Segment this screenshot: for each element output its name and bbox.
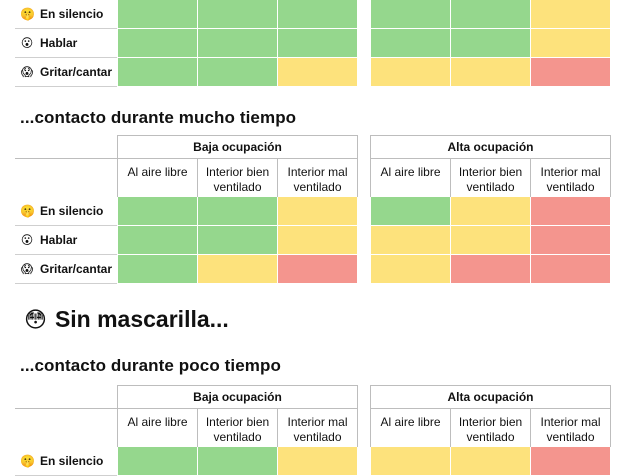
group-header-high-occupancy: Alta ocupación <box>370 135 611 158</box>
row-label: 🤫 En silencio <box>20 204 103 218</box>
risk-cell-green <box>198 0 278 29</box>
row-label: 😱 Gritar/cantar <box>20 262 112 276</box>
group-header-low-occupancy: Baja ocupación <box>117 135 358 158</box>
row-divider <box>15 28 117 29</box>
row-divider <box>15 254 117 255</box>
row-label: 😮 Hablar <box>20 233 78 247</box>
row-label-text: En silencio <box>40 454 104 468</box>
risk-cell-yellow <box>371 58 451 87</box>
risk-cell-green <box>198 197 278 226</box>
risk-cell-green <box>118 197 198 226</box>
col-header-poorly-ventilated: Interior mal ventilado <box>530 158 611 197</box>
col-header-outdoor: Al aire libre <box>117 158 197 197</box>
risk-cell-yellow <box>278 58 358 87</box>
shushing-face-icon: 🤫 <box>20 204 35 218</box>
risk-cell-red <box>531 226 611 255</box>
col-header-well-ventilated: Interior bien ventilado <box>197 408 277 447</box>
risk-cell-yellow <box>371 226 451 255</box>
row-divider <box>15 57 117 58</box>
risk-cell-green <box>118 447 198 476</box>
row-divider <box>15 225 117 226</box>
row-divider <box>15 86 117 87</box>
risk-cell-red <box>531 58 611 87</box>
col-header-poorly-ventilated: Interior mal ventilado <box>530 408 611 447</box>
risk-cell-yellow <box>278 447 358 476</box>
risk-cell-green <box>451 0 531 29</box>
risk-cell-green <box>118 255 198 284</box>
risk-cell-red <box>278 255 358 284</box>
risk-cell-yellow <box>371 447 451 476</box>
risk-cell-yellow <box>198 255 278 284</box>
risk-cell-green <box>371 29 451 58</box>
risk-cell-yellow <box>451 197 531 226</box>
risk-cell-green <box>118 226 198 255</box>
no-mask-title-text: Sin mascarilla... <box>54 306 229 332</box>
group-header-high-occupancy: Alta ocupación <box>370 385 611 408</box>
risk-cell-red <box>531 197 611 226</box>
risk-cell-yellow <box>451 58 531 87</box>
shushing-face-icon: 🤫 <box>20 7 35 21</box>
row-label: 😮 Hablar <box>20 36 78 50</box>
col-header-poorly-ventilated: Interior mal ventilado <box>277 408 358 447</box>
risk-cell-yellow <box>371 255 451 284</box>
risk-cell-yellow <box>451 226 531 255</box>
section-heading-short-contact: ...contacto durante poco tiempo <box>20 356 281 375</box>
shushing-face-icon: 🤫 <box>20 454 35 468</box>
row-divider <box>15 283 117 284</box>
risk-cell-red <box>451 255 531 284</box>
col-header-outdoor: Al aire libre <box>370 408 450 447</box>
no-mask-title: 😳 Sin mascarilla... <box>24 306 229 333</box>
col-header-outdoor: Al aire libre <box>370 158 450 197</box>
row-label-text: Hablar <box>40 233 78 247</box>
row-label-text: En silencio <box>40 204 104 218</box>
row-label-text: En silencio <box>40 7 104 21</box>
row-label: 🤫 En silencio <box>20 454 103 468</box>
risk-cell-green <box>278 29 358 58</box>
row-label-text: Hablar <box>40 36 78 50</box>
risk-cell-green <box>371 197 451 226</box>
group-header-low-occupancy: Baja ocupación <box>117 385 358 408</box>
open-mouth-face-icon: 😮 <box>20 233 34 247</box>
risk-cell-yellow <box>278 197 358 226</box>
risk-cell-green <box>198 58 278 87</box>
col-header-outdoor: Al aire libre <box>117 408 197 447</box>
row-label: 😱 Gritar/cantar <box>20 65 112 79</box>
row-label: 🤫 En silencio <box>20 7 103 21</box>
flushed-face-icon: 😳 <box>24 306 47 332</box>
risk-cell-yellow <box>531 29 611 58</box>
risk-cell-green <box>198 447 278 476</box>
risk-cell-yellow <box>278 226 358 255</box>
section-heading-long-contact: ...contacto durante mucho tiempo <box>20 108 297 127</box>
row-label-text: Gritar/cantar <box>40 262 113 276</box>
risk-cell-yellow <box>451 447 531 476</box>
risk-cell-green <box>451 29 531 58</box>
risk-cell-green <box>118 29 198 58</box>
screaming-face-icon: 😱 <box>20 262 34 276</box>
screaming-face-icon: 😱 <box>20 65 34 79</box>
row-label-text: Gritar/cantar <box>40 65 113 79</box>
col-header-well-ventilated: Interior bien ventilado <box>197 158 277 197</box>
risk-cell-red <box>531 255 611 284</box>
risk-cell-green <box>118 58 198 87</box>
open-mouth-face-icon: 😮 <box>20 36 34 50</box>
col-header-poorly-ventilated: Interior mal ventilado <box>277 158 358 197</box>
risk-cell-red <box>531 447 611 476</box>
risk-cell-yellow <box>531 0 611 29</box>
risk-cell-green <box>278 0 358 29</box>
col-header-well-ventilated: Interior bien ventilado <box>450 158 530 197</box>
risk-cell-green <box>198 29 278 58</box>
header-corner <box>15 158 117 159</box>
risk-cell-green <box>118 0 198 29</box>
header-corner <box>15 408 117 409</box>
risk-cell-green <box>371 0 451 29</box>
risk-cell-green <box>198 226 278 255</box>
col-header-well-ventilated: Interior bien ventilado <box>450 408 530 447</box>
